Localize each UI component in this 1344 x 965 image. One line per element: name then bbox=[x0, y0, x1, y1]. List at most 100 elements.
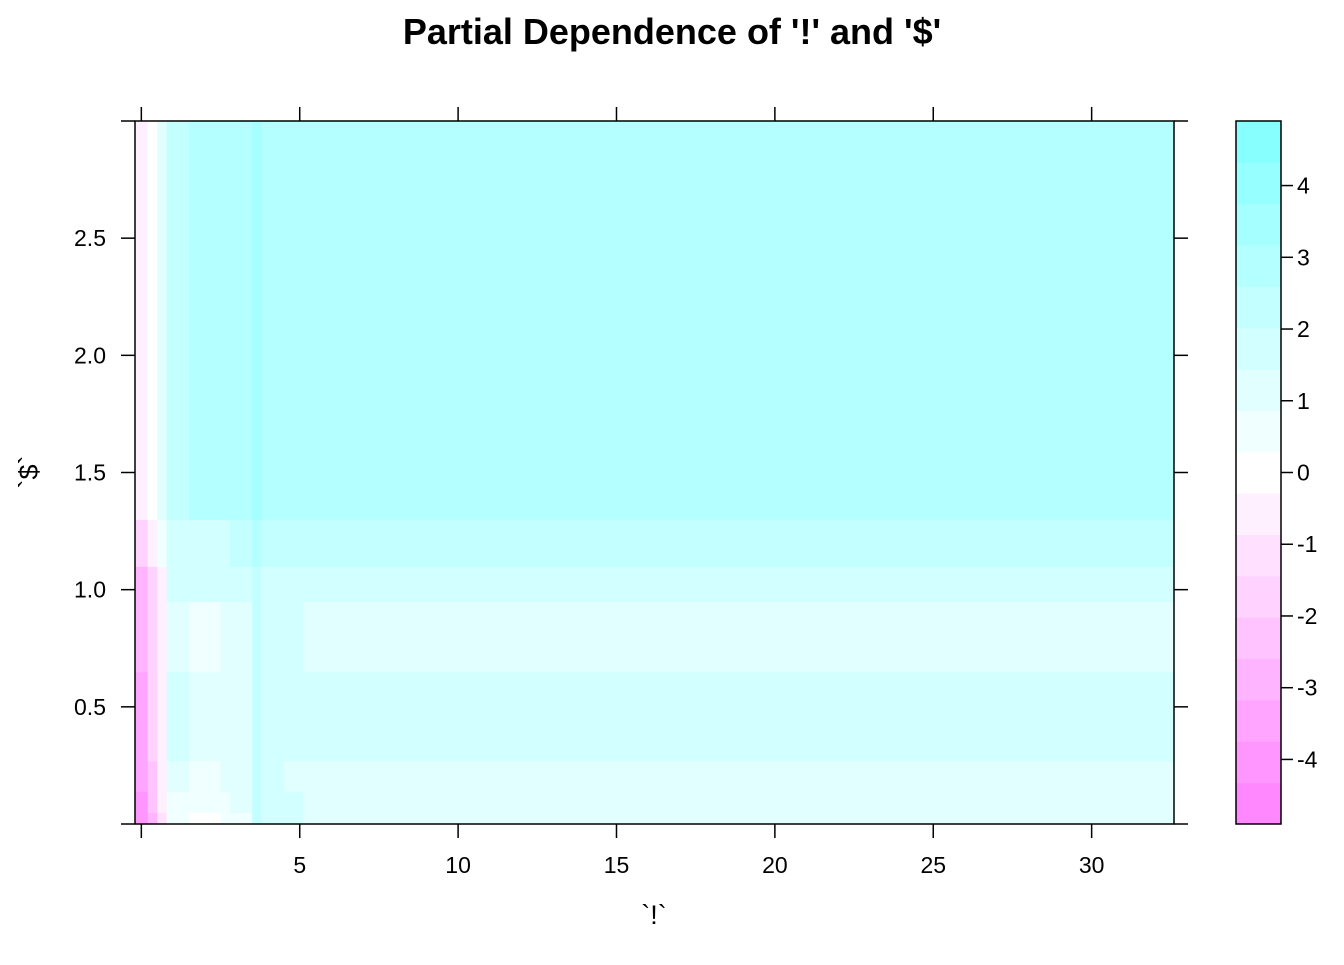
heatmap-cell bbox=[252, 519, 263, 567]
heatmap-cell bbox=[252, 791, 263, 813]
heatmap-cell bbox=[302, 760, 1175, 792]
x-tick-label: 20 bbox=[762, 852, 788, 878]
heatmap-cell bbox=[283, 601, 304, 673]
heatmap-cell bbox=[147, 671, 158, 762]
heatmap-cell bbox=[220, 812, 231, 825]
heatmap-cell bbox=[147, 791, 158, 813]
heatmap-cell bbox=[261, 671, 285, 762]
heatmap-cell bbox=[283, 671, 304, 762]
heatmap-cell bbox=[230, 812, 253, 825]
heatmap-cell bbox=[220, 519, 231, 567]
heatmap-cell bbox=[188, 671, 222, 762]
y-axis-label: `$` bbox=[14, 456, 44, 489]
heatmap-cell bbox=[220, 601, 231, 673]
heatmap-cell bbox=[302, 566, 1175, 602]
heatmap-cell bbox=[220, 791, 231, 813]
heatmap-cell bbox=[135, 566, 149, 602]
heatmap-cell bbox=[188, 519, 222, 567]
color-key-tick-label: 4 bbox=[1297, 173, 1310, 199]
y-tick-label: 0.5 bbox=[74, 694, 106, 720]
heatmap-cell bbox=[261, 566, 285, 602]
heatmap-cell bbox=[147, 121, 158, 520]
x-tick-label: 25 bbox=[920, 852, 946, 878]
heatmap-cell bbox=[147, 760, 158, 792]
heatmap-cell bbox=[135, 601, 149, 673]
color-key-tick-label: 3 bbox=[1297, 244, 1310, 270]
heatmap-cell bbox=[252, 671, 263, 762]
y-tick-label: 1.0 bbox=[74, 577, 106, 603]
heatmap-cell bbox=[157, 519, 168, 567]
heatmap-cell bbox=[252, 121, 263, 520]
heatmap-cell bbox=[188, 791, 222, 813]
heatmap-cell bbox=[283, 760, 304, 792]
color-key-tick-label: 1 bbox=[1297, 388, 1310, 414]
heatmap-cell bbox=[261, 791, 285, 813]
heatmap-cell bbox=[261, 601, 285, 673]
heatmap-cell bbox=[166, 760, 190, 792]
heatmap-cell bbox=[157, 812, 168, 825]
heatmap-cell bbox=[230, 671, 253, 762]
color-key-tick-label: 2 bbox=[1297, 316, 1310, 342]
heatmap-cell bbox=[135, 791, 149, 813]
color-key-band bbox=[1236, 493, 1281, 536]
color-key-band bbox=[1236, 575, 1281, 618]
heatmap-cell bbox=[157, 566, 168, 602]
heatmap-cell bbox=[157, 601, 168, 673]
y-axis: 0.5 1.0 1.5 2.0 2.5 bbox=[74, 120, 1188, 825]
heatmap-cell bbox=[252, 601, 263, 673]
heatmap-cell bbox=[302, 121, 1175, 520]
heatmap-cell bbox=[166, 671, 190, 762]
heatmap-cell bbox=[283, 121, 304, 520]
heatmap-cell bbox=[302, 671, 1175, 762]
color-key-tick-label: -3 bbox=[1297, 675, 1317, 701]
heatmap-cell bbox=[220, 671, 231, 762]
heatmap-cell bbox=[220, 566, 231, 602]
heatmap-cell bbox=[230, 121, 253, 520]
heatmap-cell bbox=[188, 760, 222, 792]
heatmap-cell bbox=[135, 760, 149, 792]
heatmap-cell bbox=[135, 812, 149, 825]
color-key-tick-label: -4 bbox=[1297, 746, 1318, 772]
heatmap-cell bbox=[166, 812, 190, 825]
heatmap-cell bbox=[157, 760, 168, 792]
x-axis-label: `!` bbox=[641, 900, 666, 930]
y-tick-label: 1.5 bbox=[74, 460, 106, 486]
heatmap-cell bbox=[188, 121, 222, 520]
heatmap-cell bbox=[283, 791, 304, 813]
chart-title: Partial Dependence of '!' and '$' bbox=[403, 11, 941, 52]
color-key-band bbox=[1236, 534, 1281, 577]
color-key-band bbox=[1236, 741, 1281, 784]
y-tick-label: 2.0 bbox=[74, 342, 106, 368]
heatmap-cell bbox=[220, 760, 231, 792]
heatmap-cell bbox=[135, 671, 149, 762]
heatmap-cell bbox=[230, 601, 253, 673]
color-key-tick-label: -1 bbox=[1297, 531, 1317, 557]
heatmap-cell bbox=[261, 519, 285, 567]
color-key-band bbox=[1236, 327, 1281, 370]
color-key-band bbox=[1236, 451, 1281, 494]
heatmap-cell bbox=[252, 812, 263, 825]
heatmap-cell bbox=[230, 791, 253, 813]
color-key-band bbox=[1236, 410, 1281, 453]
color-key-band bbox=[1236, 369, 1281, 411]
x-axis: 5 10 15 20 25 30 bbox=[140, 107, 1104, 878]
heatmap-cell bbox=[166, 601, 190, 673]
x-tick-label: 10 bbox=[445, 852, 471, 878]
heatmap-cell bbox=[220, 121, 231, 520]
color-key-band bbox=[1236, 162, 1281, 205]
heatmap-cell bbox=[261, 121, 285, 520]
heatmap-cell bbox=[302, 601, 1175, 673]
heatmap-cell bbox=[188, 601, 222, 673]
heatmap-cell bbox=[135, 519, 149, 567]
heatmap-cell bbox=[283, 812, 304, 825]
heatmap-cell bbox=[302, 519, 1175, 567]
heatmap-cell bbox=[252, 760, 263, 792]
heatmap-cell bbox=[302, 812, 1175, 825]
color-key-band bbox=[1236, 617, 1281, 660]
heatmap-cell bbox=[166, 791, 190, 813]
heatmap-cell bbox=[147, 812, 158, 825]
heatmap-cell bbox=[261, 812, 285, 825]
color-key-band bbox=[1236, 699, 1281, 742]
